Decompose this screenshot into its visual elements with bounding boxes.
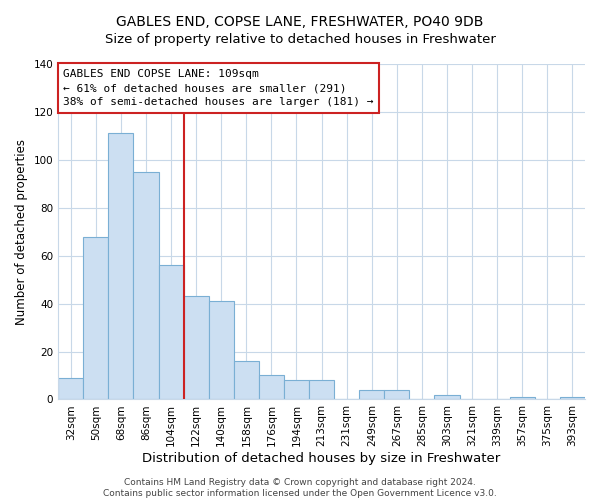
- Bar: [83, 236, 109, 400]
- Bar: [158, 266, 184, 400]
- Bar: [510, 397, 535, 400]
- Bar: [385, 390, 409, 400]
- Bar: [109, 134, 133, 400]
- Text: Size of property relative to detached houses in Freshwater: Size of property relative to detached ho…: [104, 32, 496, 46]
- X-axis label: Distribution of detached houses by size in Freshwater: Distribution of detached houses by size …: [142, 452, 501, 465]
- Bar: [560, 397, 585, 400]
- Bar: [58, 378, 83, 400]
- Text: GABLES END, COPSE LANE, FRESHWATER, PO40 9DB: GABLES END, COPSE LANE, FRESHWATER, PO40…: [116, 15, 484, 29]
- Bar: [209, 301, 234, 400]
- Bar: [133, 172, 158, 400]
- Bar: [284, 380, 309, 400]
- Bar: [234, 361, 259, 400]
- Bar: [359, 390, 385, 400]
- Text: GABLES END COPSE LANE: 109sqm
← 61% of detached houses are smaller (291)
38% of : GABLES END COPSE LANE: 109sqm ← 61% of d…: [64, 69, 374, 107]
- Bar: [309, 380, 334, 400]
- Y-axis label: Number of detached properties: Number of detached properties: [15, 138, 28, 324]
- Bar: [434, 394, 460, 400]
- Bar: [259, 376, 284, 400]
- Bar: [184, 296, 209, 400]
- Text: Contains HM Land Registry data © Crown copyright and database right 2024.
Contai: Contains HM Land Registry data © Crown c…: [103, 478, 497, 498]
